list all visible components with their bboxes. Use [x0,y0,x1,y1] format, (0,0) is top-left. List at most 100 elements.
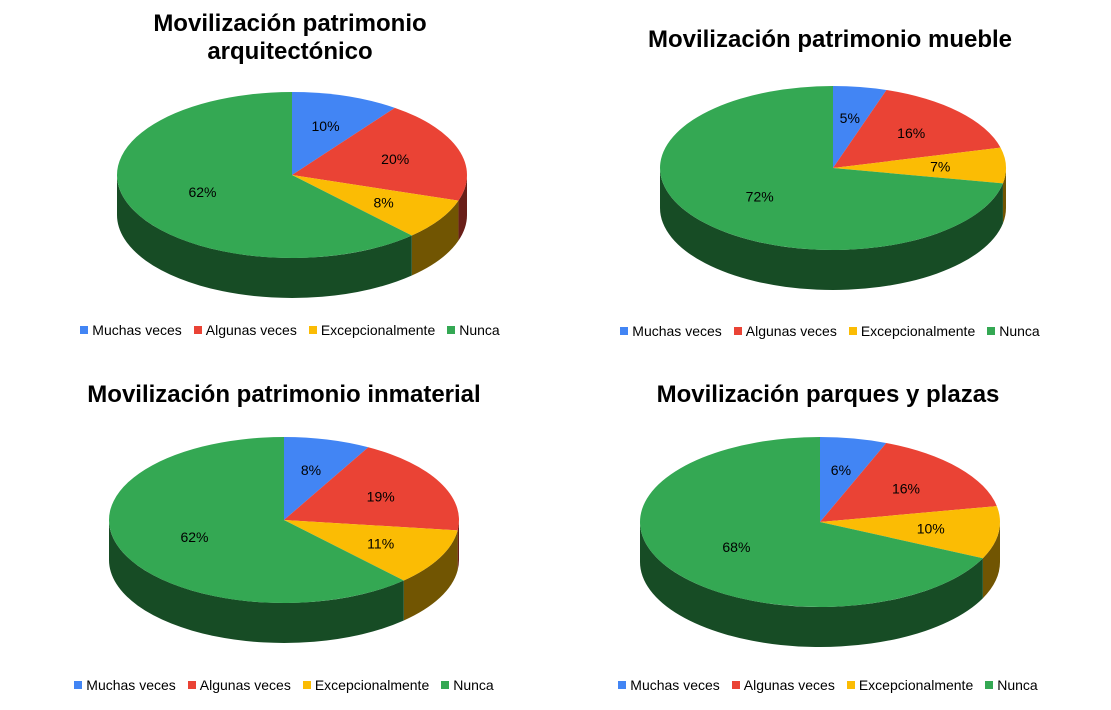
pie-side-excepcionalmente [1002,168,1006,224]
chart-legend: Muchas veces Algunas veces Excepcionalment… [34,677,534,693]
data-label-excepcionalmente: 7% [930,158,950,174]
pie-slice-nunca [640,437,983,607]
legend-label: Nunca [999,323,1040,339]
chart-legend: Muchas veces Algunas veces Excepcionalment… [40,322,540,338]
legend-item-muchas-veces: Muchas veces [620,323,722,339]
pie-side-excepcionalmente [411,200,459,276]
legend-label: Algunas veces [743,677,835,693]
data-label-muchas-veces: 5% [840,110,860,126]
pie-side-nunca [117,175,412,298]
pie-slice-nunca [660,86,1003,250]
legend-label: Excepcionalmente [858,677,974,693]
chart-title: Movilización patrimonio inmaterial [87,381,481,408]
pie-slice-nunca [116,92,412,258]
pie-chart: 10% 20% 8% 62% [116,92,467,298]
legend-item-algunas-veces: Algunas veces [187,677,291,693]
pie-side-excepcionalmente [403,530,458,621]
legend-swatch [447,326,456,334]
legend-swatch [733,327,742,335]
data-label-excepcionalmente: 10% [917,521,945,537]
legend-label: Algunas veces [205,322,297,338]
legend-label: Excepcionalmente [320,322,436,338]
pie-slice-algunas-veces [292,107,467,201]
pie-side-algunas-veces [457,520,459,571]
pie-side-excepcionalmente [982,522,1000,599]
data-label-nunca: 62% [180,529,208,545]
data-label-nunca: 68% [722,539,750,555]
legend-swatch [846,681,855,689]
legend-label: Algunas veces [745,323,837,339]
pie-side-nunca [660,168,1003,291]
legend-swatch [193,326,202,334]
legend-swatch [80,326,89,334]
pie-slice-algunas-veces [833,90,1001,168]
pie-slice-excepcionalmente [833,147,1006,184]
data-label-muchas-veces: 10% [312,118,340,134]
pie-slice-excepcionalmente [284,520,458,581]
data-label-algunas-veces: 16% [892,480,920,496]
legend-item-algunas-veces: Algunas veces [733,323,837,339]
chart-legend: Muchas veces Algunas veces Excepcionalment… [578,677,1078,693]
legend-label: Nunca [997,677,1038,693]
chart-title: Movilización patrimonio arquitectónico [153,10,427,65]
pie-side-algunas-veces [458,175,467,241]
pie-slice-algunas-veces [284,447,459,531]
pie-chart: 8% 19% 11% 62% [108,437,459,643]
legend-item-muchas-veces: Muchas veces [74,677,176,693]
pie-chart: 5% 16% 7% 72% [660,86,1006,291]
data-label-excepcionalmente: 11% [367,535,394,551]
legend-swatch [187,681,196,689]
legend-swatch [620,327,629,335]
legend-label: Muchas veces [92,322,182,338]
legend-swatch [74,681,83,689]
chart-panel-inmaterial: Movilización patrimonio inmaterial 8% 19%… [34,365,534,705]
pie-slice-muchas-veces [284,437,369,520]
legend-item-algunas-veces: Algunas veces [731,677,835,693]
legend-item-excepcionalmente: Excepcionalmente [308,322,436,338]
pie-slice-excepcionalmente [820,506,1000,559]
legend-swatch [308,326,317,334]
legend-swatch [302,681,311,689]
legend-label: Algunas veces [199,677,291,693]
legend-swatch [618,681,627,689]
pie-slice-excepcionalmente [292,175,459,236]
legend-item-nunca: Nunca [987,323,1040,339]
legend-label: Muchas veces [632,323,722,339]
legend-item-nunca: Nunca [441,677,494,693]
legend-item-muchas-veces: Muchas veces [80,322,182,338]
chart-title: Movilización parques y plazas [656,381,1000,408]
data-label-muchas-veces: 6% [831,462,851,478]
legend-swatch [848,327,857,335]
legend-item-excepcionalmente: Excepcionalmente [846,677,974,693]
chart-panel-mueble: Movilización patrimonio mueble 5% 16% 7% 72… [580,10,1080,350]
pie-side-nunca [109,520,404,643]
chart-panel-parques: Movilización parques y plazas 6% 16% 10% 68… [578,365,1078,705]
pie-slice-muchas-veces [833,86,887,168]
legend-swatch [441,681,450,689]
data-label-nunca: 72% [746,189,774,205]
pie-slice-muchas-veces [292,92,395,175]
legend-swatch [731,681,740,689]
chart-title: Movilización patrimonio mueble [647,26,1013,53]
legend-item-nunca: Nunca [985,677,1038,693]
legend-label: Muchas veces [86,677,176,693]
data-label-excepcionalmente: 8% [373,195,393,211]
legend-item-excepcionalmente: Excepcionalmente [302,677,430,693]
pie-chart: 6% 16% 10% 68% [640,437,1000,647]
data-label-algunas-veces: 16% [897,125,925,141]
legend-label: Nunca [459,322,500,338]
legend-swatch [985,681,994,689]
legend-label: Excepcionalmente [860,323,976,339]
legend-item-algunas-veces: Algunas veces [193,322,297,338]
legend-item-muchas-veces: Muchas veces [618,677,720,693]
chart-panel-arquitectonico: Movilización patrimonio arquitectónico 1… [40,10,540,350]
legend-item-excepcionalmente: Excepcionalmente [848,323,976,339]
legend-swatch [987,327,996,335]
legend-label: Excepcionalmente [314,677,430,693]
legend-label: Nunca [453,677,494,693]
data-label-muchas-veces: 8% [301,462,321,478]
pie-side-nunca [640,522,983,647]
pie-slice-nunca [108,437,404,603]
legend-item-nunca: Nunca [447,322,500,338]
legend-label: Muchas veces [630,677,720,693]
